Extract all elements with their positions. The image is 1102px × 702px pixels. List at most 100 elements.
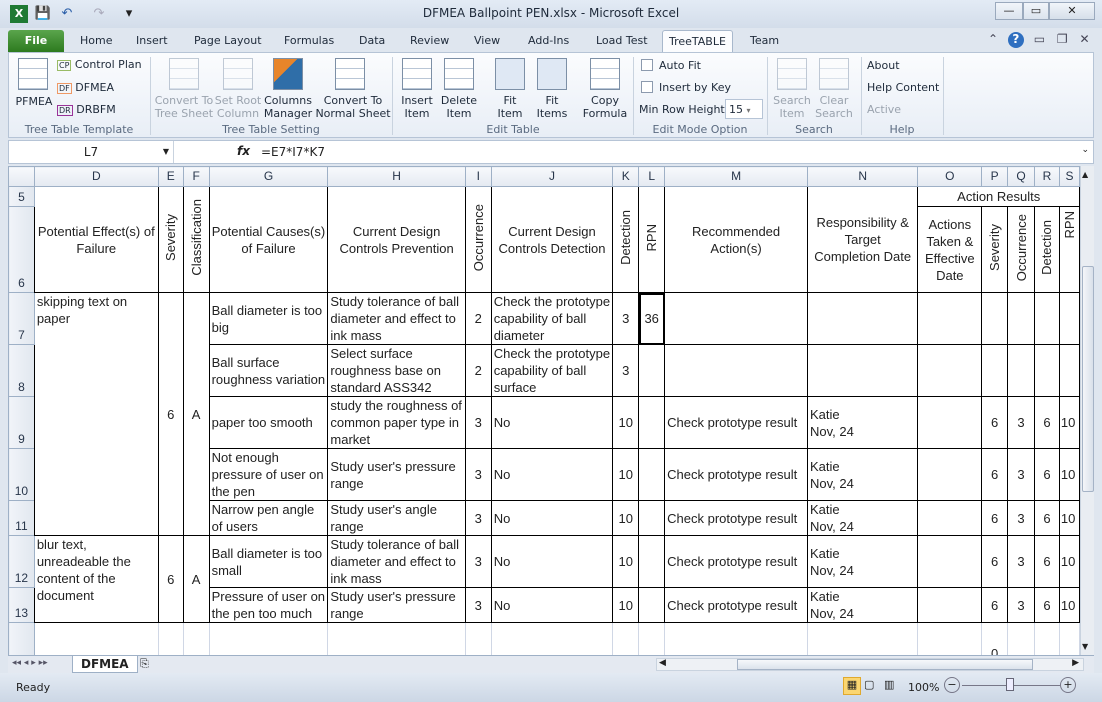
rpn-cell[interactable] [638,448,666,501]
responsibility-cell[interactable]: Katie Nov, 24 [806,396,919,449]
prevention-cell[interactable]: Study user's angle range [327,500,466,536]
cell[interactable] [182,622,210,655]
row-header[interactable]: 12 [8,535,35,588]
prevention-cell[interactable]: Study tolerance of ball diameter and eff… [327,292,466,345]
auto-fit-checkbox[interactable]: Auto Fit [641,59,701,72]
detection-control-cell[interactable]: No [490,448,614,501]
page-break-view-icon[interactable]: ▥ [884,678,895,691]
column-header-M[interactable]: M [664,166,808,187]
header-M[interactable]: Recommended Action(s) [664,186,808,293]
new-sheet-icon[interactable]: ⎘ [140,657,149,670]
set-root-column-button[interactable]: Set Root Column [214,94,262,120]
redo-icon[interactable]: ↷ [93,6,105,21]
detection-control-cell[interactable]: No [490,396,614,449]
cell[interactable] [664,622,808,655]
column-header-E[interactable]: E [157,166,184,187]
occurrence-cell[interactable]: 3 [464,500,492,536]
prevention-cell[interactable]: Select surface roughness base on standar… [327,344,466,397]
tab-insert[interactable]: Insert [136,34,168,47]
column-header-D[interactable]: D [33,166,159,187]
header-G[interactable]: Potential Causes(s) of Failure [208,186,329,293]
min-row-height-select[interactable]: 15 ▾ [725,99,763,119]
result-severity-cell[interactable]: 6 [981,500,1009,536]
cell[interactable] [464,622,492,655]
tab-formulas[interactable]: Formulas [284,34,335,47]
detection-cell[interactable]: 10 [612,448,640,501]
result-occurrence-cell[interactable]: 3 [1007,500,1035,536]
cause-cell[interactable]: Ball diameter is too big [208,292,329,345]
scroll-up-icon[interactable]: ▲ [1082,170,1089,179]
row-header[interactable]: 7 [8,292,35,345]
responsibility-cell[interactable]: Katie Nov, 24 [806,535,919,588]
header-S[interactable]: RPN [1058,206,1080,293]
cell[interactable] [1058,622,1080,655]
result-severity-cell[interactable] [981,292,1009,345]
header-F[interactable]: Classification [182,186,210,293]
result-detection-cell[interactable]: 6 [1033,587,1060,623]
header-N[interactable]: Responsibility & Target Completion Date [806,186,919,293]
rpn-cell[interactable] [638,344,666,397]
recommended-action-cell[interactable]: Check prototype result [664,500,808,536]
row-header[interactable]: 5 [8,186,35,207]
cause-cell[interactable]: Pressure of user on the pen too much [208,587,329,623]
header-H[interactable]: Current Design Controls Prevention [327,186,466,293]
cell[interactable] [33,622,159,655]
result-rpn-cell[interactable]: 10 [1058,587,1080,623]
column-header-H[interactable]: H [327,166,466,187]
row-header[interactable]: 10 [8,448,35,501]
column-header-O[interactable]: O [917,166,983,187]
prevention-cell[interactable]: study the roughness of common paper type… [327,396,466,449]
help-content-button[interactable]: Help Content [867,81,940,94]
cell[interactable] [612,622,640,655]
recommended-action-cell[interactable]: Check prototype result [664,396,808,449]
scroll-left-icon[interactable]: ◀ [659,658,666,668]
clear-search-button[interactable]: Clear Search [815,94,853,120]
result-detection-cell[interactable] [1033,292,1060,345]
column-header-Q[interactable]: Q [1007,166,1035,187]
column-header-I[interactable]: I [464,166,492,187]
result-occurrence-cell[interactable]: 3 [1007,535,1035,588]
row-header[interactable] [8,622,35,655]
scroll-thumb[interactable] [1082,266,1094,492]
detection-control-cell[interactable]: Check the prototype capability of ball d… [490,292,614,345]
expand-formula-icon[interactable]: ⌄ [1081,145,1089,155]
column-header-L[interactable]: L [638,166,666,187]
occurrence-cell[interactable]: 3 [464,448,492,501]
tab-data[interactable]: Data [359,34,386,47]
result-detection-cell[interactable]: 6 [1033,500,1060,536]
cell[interactable] [1007,622,1035,655]
cause-cell[interactable]: Ball surface roughness variation [208,344,329,397]
tab-load-test[interactable]: Load Test [596,34,648,47]
column-header-K[interactable]: K [612,166,640,187]
control-plan-button[interactable]: CP Control Plan [57,58,142,72]
cell[interactable] [157,622,184,655]
header-K[interactable]: Detection [612,186,640,293]
responsibility-cell[interactable] [806,292,919,345]
cell[interactable] [638,622,666,655]
spreadsheet-grid[interactable]: D E F G H I J K L M N O P Q R S 5 Potential Effect(s) of … [8,166,1080,655]
tab-file[interactable]: File [8,30,64,52]
result-severity-cell[interactable]: 6 [981,535,1009,588]
fit-item-button[interactable]: Fit Item [497,94,523,120]
detection-control-cell[interactable]: Check the prototype capability of ball s… [490,344,614,397]
occurrence-cell[interactable]: 2 [464,292,492,345]
copy-formula-button[interactable]: Copy Formula [582,94,628,120]
row-header[interactable]: 8 [8,344,35,397]
recommended-action-cell[interactable] [664,344,808,397]
recommended-action-cell[interactable]: Check prototype result [664,587,808,623]
effect-cell[interactable]: skipping text on paper [33,292,159,536]
action-taken-cell[interactable] [917,344,983,397]
workbook-restore-icon[interactable]: ❐ [1056,32,1068,46]
cell[interactable] [1033,622,1060,655]
occurrence-cell[interactable]: 3 [464,535,492,588]
cell[interactable] [806,622,919,655]
convert-to-tree-sheet-button[interactable]: Convert To Tree Sheet [154,94,214,120]
workbook-close-icon[interactable]: ✕ [1079,32,1090,46]
formula-input[interactable]: =E7*I7*K7 [261,145,325,159]
header-I[interactable]: Occurrence [464,186,492,293]
workbook-minimize-icon[interactable]: ▭ [1033,32,1046,46]
result-occurrence-cell[interactable] [1007,292,1035,345]
columns-manager-button[interactable]: Columns Manager [263,94,313,120]
result-severity-cell[interactable]: 6 [981,396,1009,449]
minimize-button[interactable]: — [995,2,1023,20]
